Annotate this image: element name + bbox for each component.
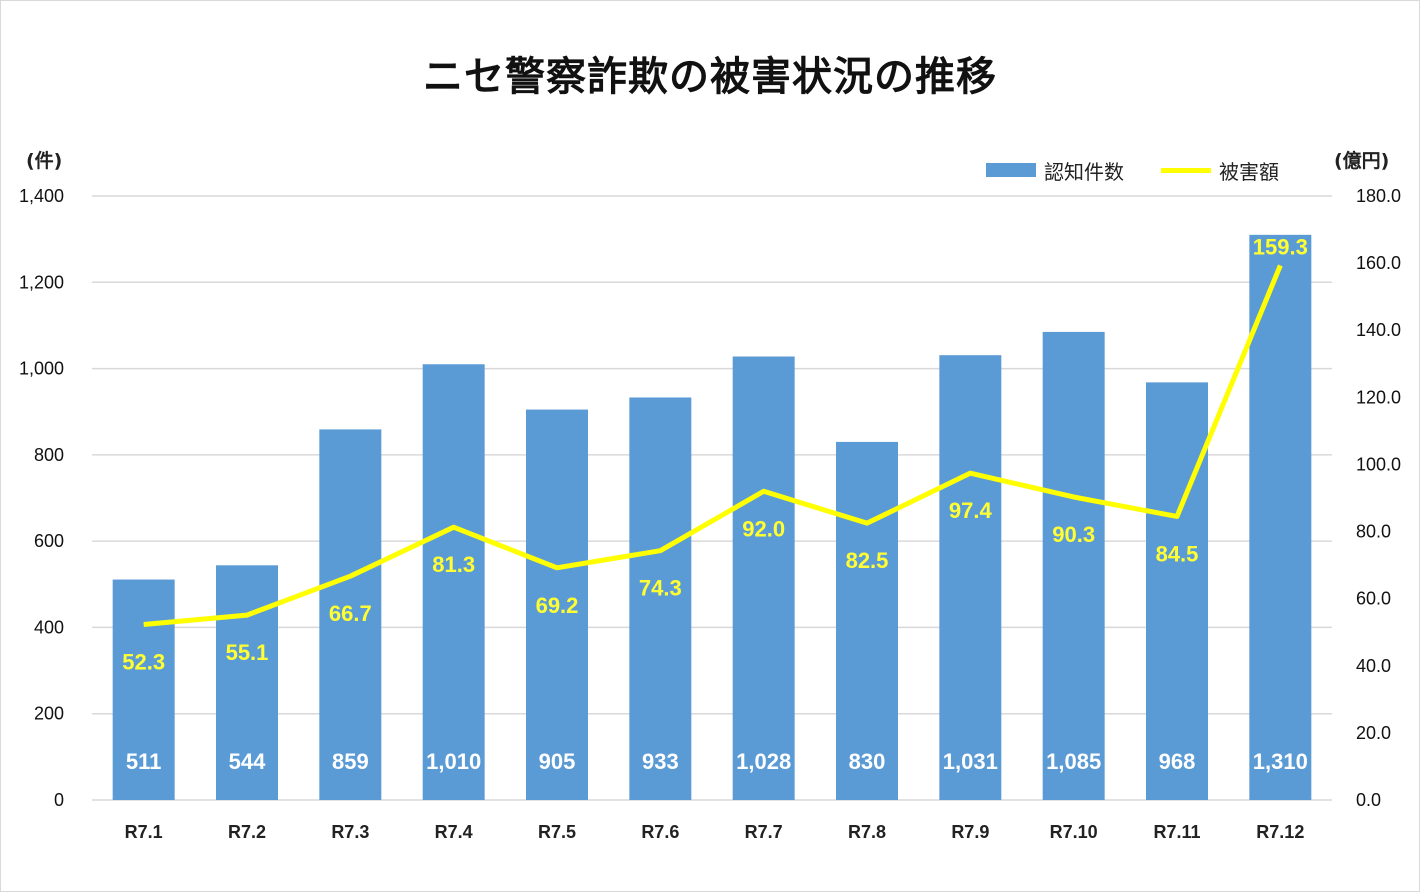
- category-label: R7.2: [228, 822, 266, 842]
- left-axis-unit: (件): [26, 150, 63, 172]
- line-data-label: 66.7: [329, 601, 372, 626]
- bar: [836, 441, 898, 800]
- line-data-label: 52.3: [122, 650, 165, 675]
- right-tick-label: 140.0: [1356, 320, 1401, 340]
- chart-title: ニセ警察詐欺の被害状況の推移: [423, 54, 997, 100]
- right-tick-label: 0.0: [1356, 790, 1381, 810]
- line-data-label: 74.3: [639, 576, 682, 601]
- line-data-label: 84.5: [1156, 541, 1199, 566]
- bar-data-label: 933: [642, 749, 679, 774]
- bar-data-label: 1,310: [1253, 749, 1308, 774]
- right-tick-label: 180.0: [1356, 186, 1401, 206]
- bar-data-label: 905: [539, 749, 576, 774]
- line-data-label: 90.3: [1052, 522, 1095, 547]
- right-tick-label: 100.0: [1356, 454, 1401, 474]
- line-data-label: 159.3: [1253, 234, 1308, 259]
- category-label: R7.1: [125, 822, 163, 842]
- bar: [939, 355, 1002, 800]
- right-tick-label: 160.0: [1356, 253, 1401, 273]
- bar-data-label: 511: [126, 749, 162, 774]
- bar: [1146, 382, 1208, 800]
- category-label: R7.4: [435, 822, 473, 842]
- category-label: R7.8: [848, 822, 886, 842]
- left-tick-label: 1,200: [19, 272, 64, 292]
- left-tick-label: 800: [34, 445, 64, 465]
- bar: [732, 356, 795, 800]
- right-axis-unit: (億円): [1334, 150, 1390, 172]
- bar: [112, 579, 175, 800]
- bar-data-label: 859: [332, 749, 369, 774]
- bar-data-label: 544: [229, 749, 266, 774]
- bar-data-label: 830: [849, 749, 886, 774]
- line-data-label: 81.3: [432, 552, 475, 577]
- left-tick-label: 0: [54, 790, 64, 810]
- bar-data-label: 1,010: [426, 749, 481, 774]
- category-label: R7.11: [1153, 822, 1200, 842]
- bar: [319, 429, 382, 800]
- category-label: R7.5: [538, 822, 576, 842]
- line-data-label: 97.4: [949, 498, 993, 523]
- bar: [1249, 234, 1312, 801]
- left-tick-label: 600: [34, 531, 64, 551]
- legend-bar-label: 認知件数: [1044, 160, 1124, 184]
- bar: [629, 397, 692, 800]
- category-label: R7.3: [331, 822, 369, 842]
- line-data-label: 55.1: [226, 640, 269, 665]
- bar-data-label: 1,085: [1046, 749, 1101, 774]
- left-tick-label: 1,400: [19, 186, 64, 206]
- category-label: R7.12: [1256, 822, 1304, 842]
- bar: [216, 565, 278, 800]
- bar: [422, 364, 485, 800]
- right-tick-label: 20.0: [1356, 723, 1391, 743]
- legend-line-label: 被害額: [1219, 160, 1279, 184]
- right-tick-label: 120.0: [1356, 387, 1401, 407]
- bar-data-label: 968: [1159, 749, 1196, 774]
- category-label: R7.6: [641, 822, 679, 842]
- right-tick-label: 60.0: [1356, 589, 1391, 609]
- bar: [1042, 331, 1105, 800]
- line-data-label: 69.2: [536, 593, 579, 618]
- bar-data-label: 1,028: [736, 749, 791, 774]
- legend-line-swatch: [1161, 168, 1211, 173]
- category-label: R7.10: [1050, 822, 1098, 842]
- line-series: [143, 264, 1283, 627]
- right-tick-label: 40.0: [1356, 656, 1391, 676]
- line-data-label: 92.0: [742, 516, 785, 541]
- left-tick-label: 400: [34, 617, 64, 637]
- line-data-label: 82.5: [846, 548, 889, 573]
- legend-bar-swatch: [986, 163, 1036, 177]
- category-label: R7.7: [745, 822, 783, 842]
- right-tick-label: 80.0: [1356, 522, 1391, 542]
- bar: [526, 409, 588, 800]
- left-tick-label: 200: [34, 704, 64, 724]
- category-label: R7.9: [951, 822, 989, 842]
- bar-data-label: 1,031: [943, 749, 998, 774]
- left-tick-label: 1,000: [19, 359, 64, 379]
